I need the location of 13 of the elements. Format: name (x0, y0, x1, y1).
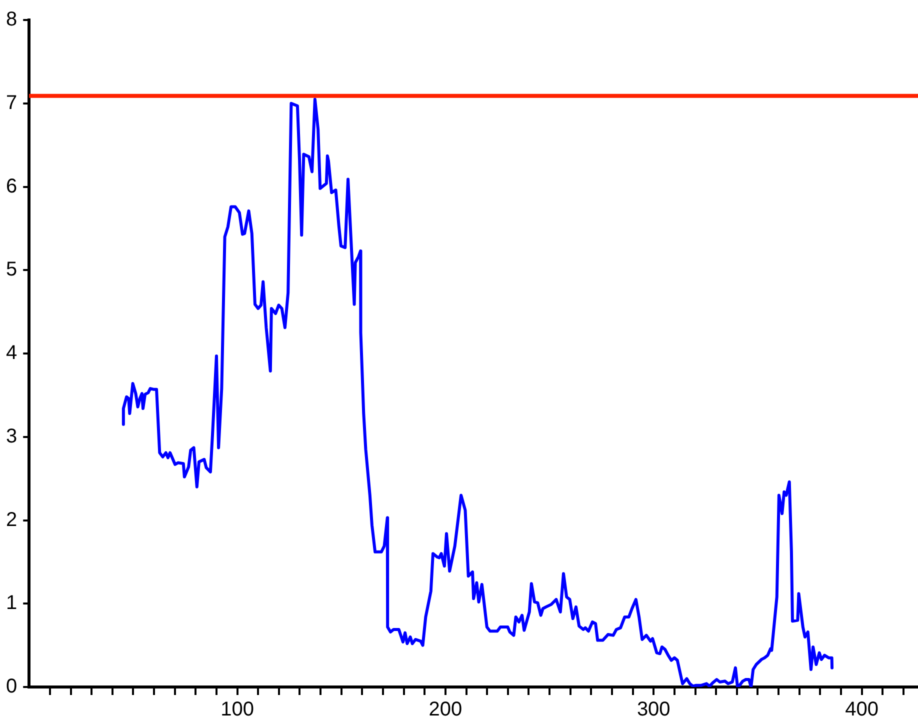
y-tick-label: 3 (6, 425, 18, 448)
y-tick-label: 4 (6, 342, 18, 364)
y-tick-label: 1 (6, 592, 18, 614)
y-tick-label: 6 (6, 175, 18, 198)
y-tick-label: 8 (6, 8, 18, 31)
x-tick-label: 300 (636, 698, 670, 721)
y-tick-label: 7 (6, 92, 18, 114)
y-tick-label: 0 (6, 676, 18, 698)
y-tick-label: 2 (6, 508, 18, 531)
x-tick-label: 200 (428, 698, 462, 721)
x-tick-label: 100 (220, 698, 254, 721)
x-tick-label: 400 (845, 698, 878, 721)
y-tick-label: 5 (6, 258, 18, 281)
